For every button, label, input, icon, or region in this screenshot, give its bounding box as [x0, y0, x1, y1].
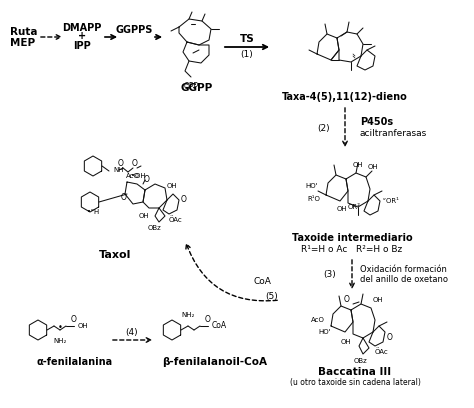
Text: β-fenilalanoil-CoA: β-fenilalanoil-CoA [163, 357, 267, 367]
Text: GGPP: GGPP [181, 83, 213, 93]
Text: NH₂: NH₂ [53, 338, 67, 344]
Text: MEP: MEP [10, 38, 35, 48]
Text: O: O [71, 315, 77, 324]
Text: (1): (1) [241, 49, 254, 58]
Text: O: O [144, 175, 150, 184]
Text: HO': HO' [306, 183, 318, 189]
Text: P450s: P450s [360, 117, 393, 127]
Text: HO': HO' [319, 329, 331, 335]
Text: OBz: OBz [148, 225, 162, 231]
Text: IPP: IPP [73, 41, 91, 51]
Text: OH: OH [78, 323, 89, 329]
Text: aciltranferasas: aciltranferasas [360, 129, 427, 138]
Text: NH₂: NH₂ [182, 312, 195, 318]
Text: DMAPP: DMAPP [62, 23, 102, 33]
Text: O: O [121, 193, 127, 202]
Text: OH: OH [340, 339, 351, 345]
Text: OH: OH [368, 164, 379, 170]
Text: α-fenilalanina: α-fenilalanina [37, 357, 113, 367]
Text: AcO: AcO [126, 173, 140, 179]
Text: OPP: OPP [183, 82, 199, 91]
Text: Baccatina III: Baccatina III [319, 367, 392, 377]
Text: '’OR¹: '’OR¹ [382, 198, 399, 204]
Text: GGPPS: GGPPS [115, 25, 153, 35]
Text: •: • [57, 324, 63, 333]
Text: CoA: CoA [253, 277, 271, 286]
Text: •ᵒH: •ᵒH [87, 209, 99, 215]
Text: O: O [181, 195, 187, 204]
Text: Taxoide intermediario: Taxoide intermediario [292, 233, 412, 243]
Text: +: + [78, 31, 86, 41]
Text: OH: OH [373, 297, 383, 303]
Text: CoA: CoA [212, 322, 227, 330]
Text: R¹O: R¹O [307, 196, 320, 202]
Text: ÖAc: ÖAc [169, 217, 183, 224]
Text: OH: OH [167, 183, 178, 189]
Text: O: O [118, 158, 124, 168]
Text: R¹=H o Ac   R²=H o Bz: R¹=H o Ac R²=H o Bz [301, 244, 402, 253]
Text: (5): (5) [265, 291, 278, 301]
Text: (2): (2) [318, 124, 330, 133]
Text: O: O [344, 295, 350, 304]
Text: Ruta: Ruta [10, 27, 37, 37]
Text: (3): (3) [323, 270, 336, 279]
Text: AcO: AcO [311, 317, 325, 323]
Text: TS: TS [240, 34, 255, 44]
Text: del anillo de oxetano: del anillo de oxetano [360, 275, 448, 284]
Text: OH: OH [337, 206, 347, 212]
Text: Taxol: Taxol [99, 250, 131, 260]
Text: ÖAc: ÖAc [375, 348, 389, 355]
Text: (4): (4) [126, 328, 138, 337]
Text: OH: OH [138, 213, 149, 219]
Text: Oxidación formación: Oxidación formación [360, 266, 447, 275]
Text: O: O [387, 333, 393, 342]
Text: NH: NH [113, 167, 124, 173]
Text: O: O [205, 315, 211, 324]
Text: OBz: OBz [354, 358, 368, 364]
Text: OH: OH [353, 162, 363, 168]
Text: •OH: •OH [131, 173, 146, 179]
Text: O: O [132, 160, 138, 169]
Text: Taxa-4(5),11(12)-dieno: Taxa-4(5),11(12)-dieno [282, 92, 408, 102]
Text: (u otro taxoide sin cadena lateral): (u otro taxoide sin cadena lateral) [290, 377, 420, 386]
Text: OR²: OR² [347, 204, 361, 210]
